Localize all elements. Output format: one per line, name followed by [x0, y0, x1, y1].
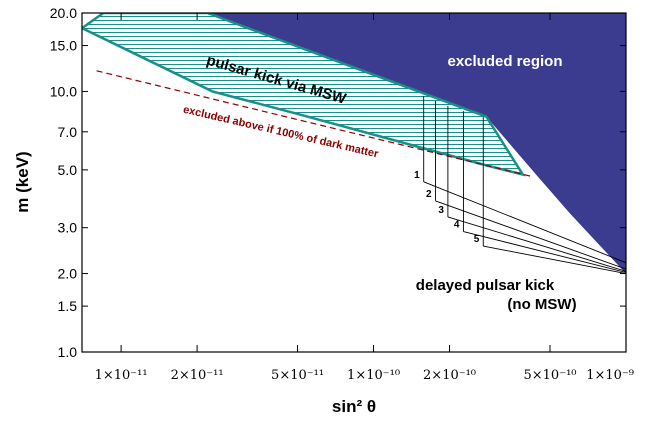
- x-tick-label: 1×10⁻¹⁰: [347, 368, 400, 383]
- x-tick-label: 5×10⁻¹⁰: [524, 368, 577, 383]
- dark-matter-line: [96, 70, 534, 178]
- y-tick-label: 1.0: [58, 344, 78, 360]
- delayed-kick-label-3: 3: [438, 205, 444, 216]
- x-tick-label: 5×10⁻¹¹: [271, 368, 324, 383]
- delayed-kick-label-1: 1: [414, 170, 420, 181]
- x-tick-label: 2×10⁻¹¹: [171, 368, 224, 383]
- delayed-kick-diag-1: [423, 181, 626, 264]
- msw-region: [82, 13, 526, 177]
- annotation-delayed-kick-line1: delayed pulsar kick: [416, 277, 555, 294]
- x-tick-label: 1×10⁻¹¹: [95, 368, 148, 383]
- y-tick-label: 15.0: [50, 38, 77, 54]
- delayed-kick-diag-3: [447, 216, 626, 272]
- annotation-delayed-kick-line2: (no MSW): [507, 296, 576, 313]
- y-tick-label: 5.0: [58, 162, 78, 178]
- delayed-kick-label-4: 4: [454, 220, 460, 231]
- delayed-kick-label-5: 5: [474, 234, 480, 245]
- excluded-region: [207, 13, 626, 274]
- y-tick-label: 1.5: [58, 298, 78, 314]
- y-tick-label: 20.0: [50, 5, 77, 21]
- delayed-kick-diag-4: [463, 231, 626, 273]
- y-tick-label: 3.0: [58, 220, 78, 236]
- x-tick-label: 1×10⁻⁹: [586, 368, 634, 383]
- y-axis-title: m (keV): [13, 151, 32, 212]
- y-tick-label: 7.0: [58, 124, 78, 140]
- x-axis-title: sin² θ: [332, 397, 376, 416]
- x-tick-label: 2×10⁻¹⁰: [423, 368, 476, 383]
- y-tick-label: 10.0: [50, 83, 77, 99]
- delayed-kick-label-2: 2: [426, 189, 432, 200]
- delayed-kick-diag-5: [483, 245, 626, 275]
- annotation-excluded-region: excluded region: [447, 53, 562, 70]
- y-tick-label: 2.0: [58, 266, 78, 282]
- delayed-kick-diag-2: [435, 200, 626, 270]
- plot-frame: [81, 12, 627, 353]
